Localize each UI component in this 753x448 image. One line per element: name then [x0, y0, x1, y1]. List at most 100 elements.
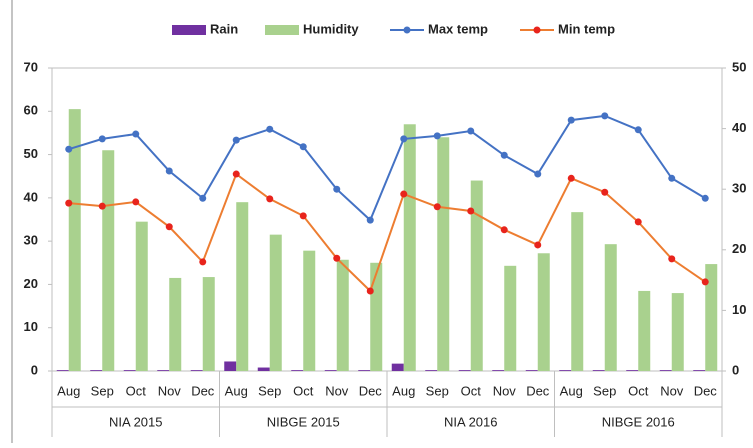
bar [437, 137, 450, 371]
legend-swatch [533, 26, 541, 34]
y-tick-label: 0 [31, 362, 38, 377]
bar [303, 250, 316, 371]
x-tick-label: Nov [493, 383, 517, 398]
x-tick-label: Oct [293, 383, 314, 398]
bar [68, 109, 81, 371]
line [68, 114, 706, 222]
bar [705, 264, 718, 371]
bar [123, 370, 136, 371]
bar [358, 370, 371, 371]
bar [659, 370, 672, 371]
marker [567, 174, 575, 182]
marker [165, 167, 173, 175]
group-label: NIA 2015 [109, 414, 163, 429]
bar [592, 370, 605, 371]
y-tick-label: 30 [24, 233, 38, 248]
y2-tick-label: 50 [732, 59, 746, 74]
bar [559, 370, 572, 371]
x-tick-label: Sep [593, 383, 616, 398]
y-tick-label: 70 [24, 59, 38, 74]
marker [668, 255, 676, 263]
bar [336, 259, 349, 371]
bar [90, 370, 103, 371]
bar [638, 290, 651, 371]
x-tick-label: Aug [225, 383, 248, 398]
bar [470, 180, 483, 371]
y-tick-label: 60 [24, 103, 38, 118]
marker [232, 170, 240, 178]
marker [132, 130, 140, 138]
line [68, 172, 706, 293]
x-tick-label: Dec [359, 383, 383, 398]
bar [135, 221, 148, 371]
bar [370, 262, 383, 371]
bar [425, 370, 438, 371]
bar [202, 277, 215, 371]
marker [634, 126, 642, 134]
y2-tick-label: 20 [732, 241, 746, 256]
marker [366, 287, 374, 295]
x-tick-label: Nov [158, 383, 182, 398]
group-label: NIBGE 2015 [267, 414, 340, 429]
legend-label: Min temp [558, 21, 615, 36]
y-tick-label: 20 [24, 276, 38, 291]
marker [98, 202, 106, 210]
y-tick-label: 40 [24, 189, 38, 204]
bar [571, 212, 584, 371]
marker [400, 190, 408, 198]
bar [190, 370, 203, 371]
marker [433, 203, 441, 211]
y2-tick-label: 40 [732, 120, 746, 135]
marker [634, 218, 642, 226]
legend-label: Max temp [428, 21, 488, 36]
y2-tick-label: 30 [732, 181, 746, 196]
bar [236, 202, 249, 371]
marker [400, 135, 408, 143]
bar [671, 293, 684, 371]
bar [291, 370, 304, 371]
bar [169, 277, 182, 371]
bar [391, 363, 404, 371]
marker [299, 143, 307, 151]
marker [199, 194, 207, 202]
bar [458, 370, 471, 371]
marker [601, 188, 609, 196]
marker [567, 116, 575, 124]
marker [534, 241, 542, 249]
x-tick-label: Nov [325, 383, 349, 398]
marker [467, 207, 475, 215]
marker [601, 112, 609, 120]
marker [98, 135, 106, 143]
marker [366, 216, 374, 224]
marker [266, 125, 274, 133]
marker [266, 195, 274, 203]
legend-label: Rain [210, 21, 238, 36]
marker [65, 199, 73, 207]
bar [157, 370, 170, 371]
marker [668, 174, 676, 182]
bar [504, 265, 517, 371]
bar [269, 234, 282, 371]
bar [626, 370, 639, 371]
y2-tick-label: 10 [732, 302, 746, 317]
bar [403, 124, 416, 372]
bar [537, 253, 550, 371]
bar [525, 370, 538, 371]
marker [500, 226, 508, 234]
marker [65, 145, 73, 153]
legend-label: Humidity [303, 21, 359, 36]
bar [492, 370, 505, 371]
marker [433, 132, 441, 140]
x-tick-label: Sep [426, 383, 449, 398]
marker [701, 194, 709, 202]
x-tick-label: Sep [91, 383, 114, 398]
legend-swatch [172, 25, 206, 35]
legend-swatch [403, 26, 411, 34]
bar [224, 361, 237, 371]
marker [333, 185, 341, 193]
marker [500, 151, 508, 159]
x-tick-label: Dec [526, 383, 550, 398]
x-tick-label: Oct [126, 383, 147, 398]
y-tick-label: 10 [24, 319, 38, 334]
